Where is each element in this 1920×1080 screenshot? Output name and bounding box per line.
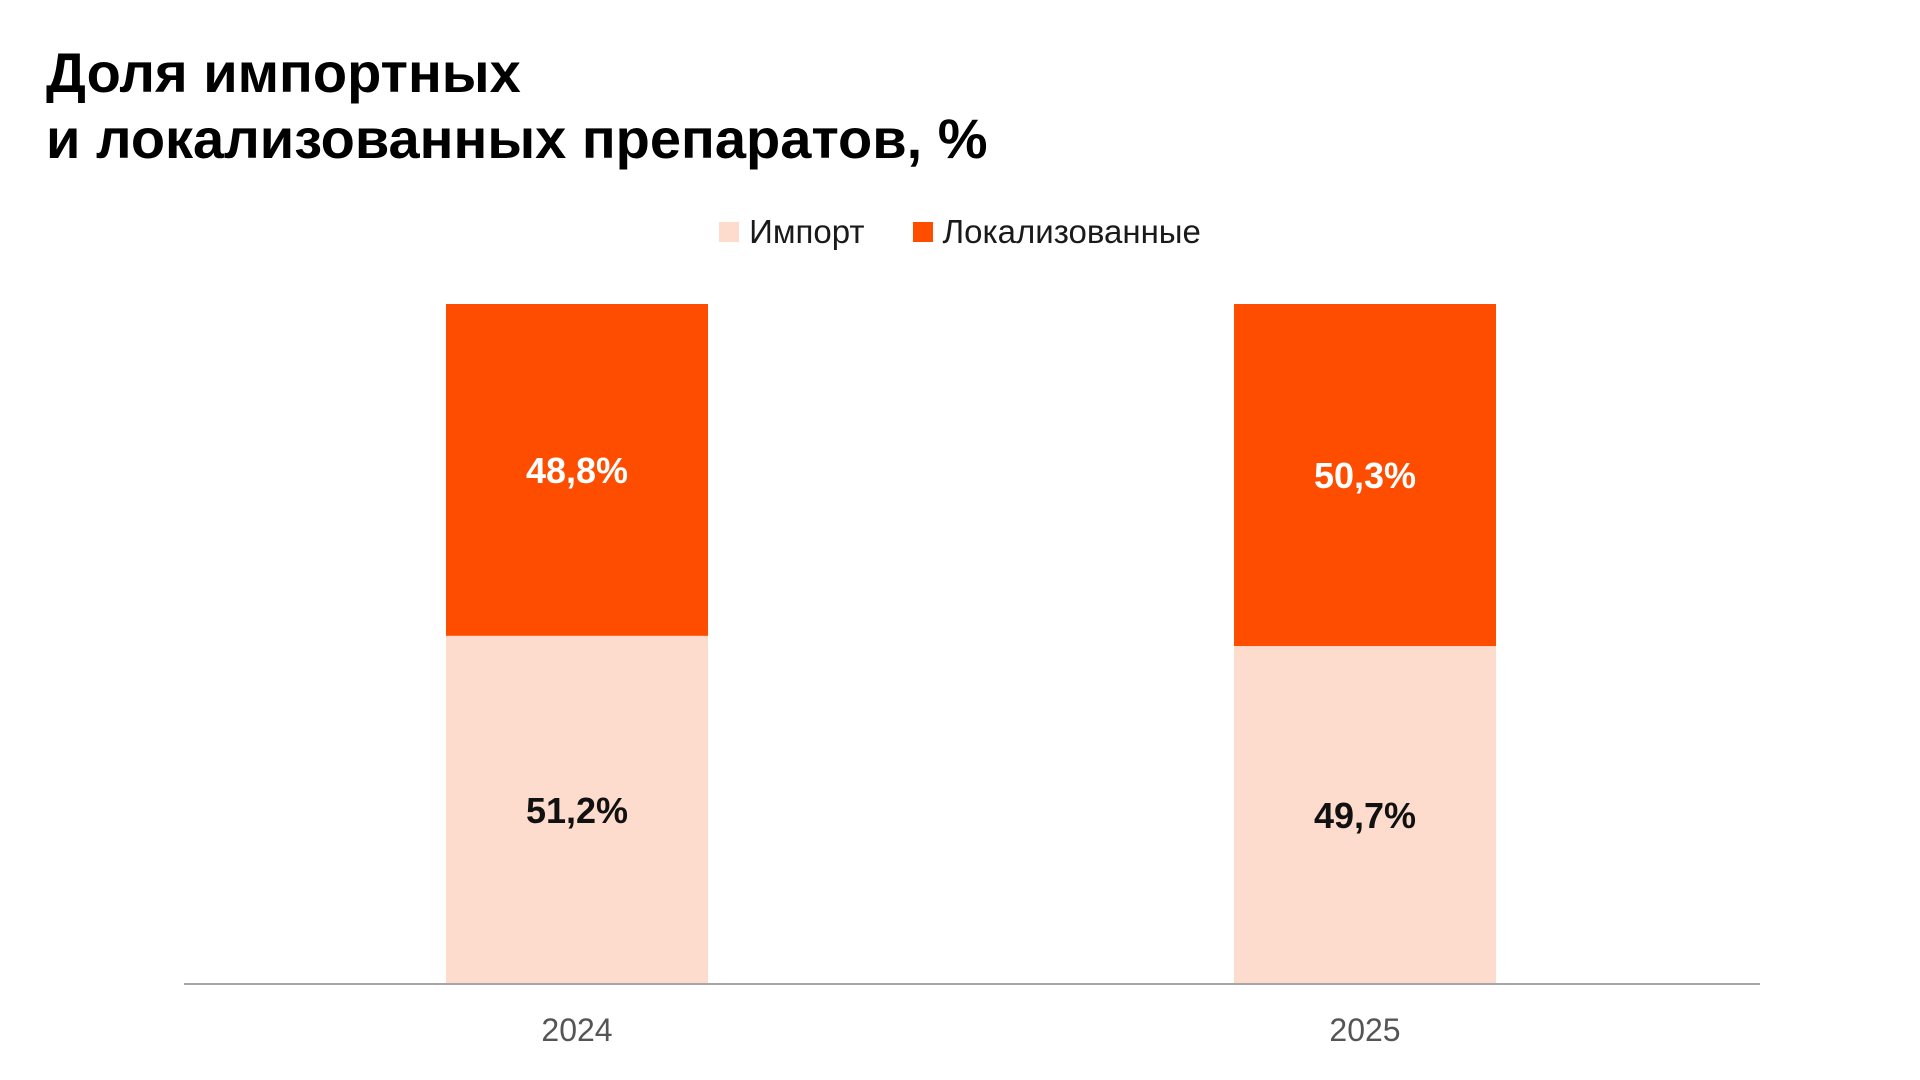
data-label-2024-import: 51,2% [526, 790, 628, 831]
bar-2024-import [446, 635, 708, 984]
chart-title-line-2: и локализованных препаратов, % [46, 107, 988, 170]
data-label-2024-localized: 48,8% [526, 450, 628, 491]
legend-item-import: Импорт [719, 213, 865, 251]
legend-swatch-localized [912, 222, 933, 242]
bar-2024-localized [446, 304, 708, 636]
bar-2025-import [1234, 646, 1496, 984]
legend-item-localized: Локализованные [912, 213, 1201, 251]
data-label-2025-localized: 50,3% [1314, 455, 1416, 496]
bar-2025-localized [1234, 304, 1496, 647]
legend-swatch-import [719, 222, 740, 242]
x-tick-label-2025: 2025 [1329, 1012, 1400, 1048]
chart-legend: Импорт Локализованные [0, 213, 1920, 251]
legend-label-import: Импорт [749, 213, 865, 250]
data-label-2025-import: 49,7% [1314, 795, 1416, 836]
chart-title-line-1: Доля импортных [46, 41, 521, 104]
chart-title: Доля импортных и локализованных препарат… [46, 40, 988, 172]
x-tick-label-2024: 2024 [541, 1012, 612, 1048]
legend-label-localized: Локализованные [942, 213, 1201, 250]
